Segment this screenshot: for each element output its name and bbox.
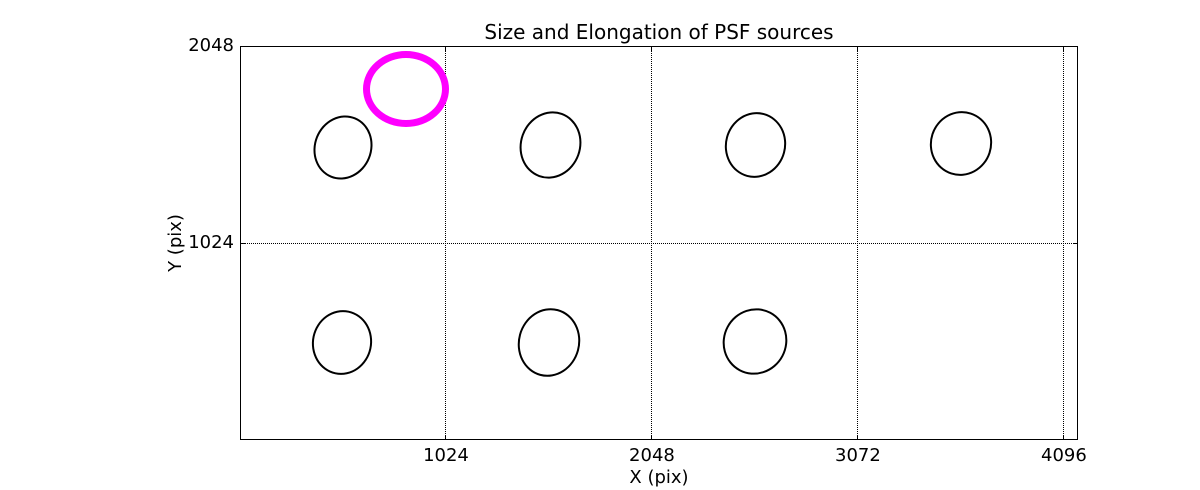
x-tick-mark-bottom [1063,435,1065,440]
x-tick-label: 1024 [423,445,469,466]
y-tick-label: 2048 [188,35,234,56]
x-tick-mark-bottom [651,435,653,440]
x-tick-mark-top [1063,46,1065,51]
x-tick-mark-bottom [857,435,859,440]
x-tick-mark-bottom [445,435,447,440]
chart-title: Size and Elongation of PSF sources [484,20,834,44]
x-tick-mark-top [651,46,653,51]
x-tick-mark-top [857,46,859,51]
y-tick-mark-right [1073,242,1078,244]
y-tick-mark-left [240,45,245,47]
y-gridline [240,45,1078,47]
x-tick-label: 2048 [629,445,675,466]
y-tick-label: 1024 [188,232,234,253]
y-tick-mark-left [240,242,245,244]
highlighted-psf-source-ellipse [362,50,449,127]
x-tick-label: 3072 [835,445,881,466]
x-tick-mark-top [445,46,447,51]
x-axis-label: X (pix) [629,467,689,488]
x-tick-label: 4096 [1041,445,1087,466]
y-gridline [240,242,1078,244]
y-tick-mark-right [1073,45,1078,47]
